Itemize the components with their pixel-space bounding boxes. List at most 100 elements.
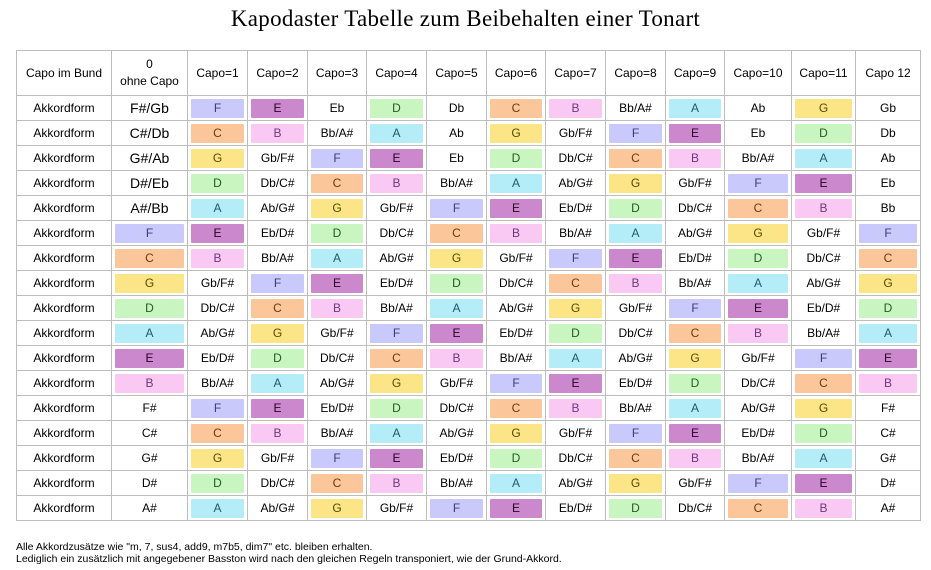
chord-label: G <box>795 399 852 418</box>
row-label: Akkordform <box>17 421 112 446</box>
table-cell: A <box>112 321 188 346</box>
table-cell: A <box>666 396 725 421</box>
chord-label: D <box>795 124 852 143</box>
chord-label: C# <box>112 424 187 443</box>
table-cell: Gb/F# <box>666 171 725 196</box>
table-cell: F <box>427 196 487 221</box>
table-cell: C <box>487 396 546 421</box>
row-label: Akkordform <box>17 221 112 246</box>
chord-label: A <box>669 399 721 418</box>
table-row: Akkordform E Eb/D# D Db/C# C B Bb/A# A Ab/G# G Gb/F… <box>17 346 921 371</box>
chord-label: B <box>370 174 423 193</box>
chord-label: C <box>859 249 917 268</box>
table-cell: Bb <box>856 196 921 221</box>
table-cell: A <box>546 346 606 371</box>
chord-label: D# <box>856 474 920 493</box>
chord-label: Db/C# <box>792 249 855 268</box>
chord-label: B <box>311 299 363 318</box>
chord-label: F <box>609 124 662 143</box>
table-cell: Ab/G# <box>792 271 856 296</box>
table-cell: F <box>666 296 725 321</box>
chord-label: Db/C# <box>606 324 665 343</box>
chord-label: A <box>490 174 542 193</box>
chord-label: D <box>191 474 244 493</box>
chord-label: C <box>728 499 788 518</box>
table-cell: Eb/D# <box>792 296 856 321</box>
table-cell: Db/C# <box>546 146 606 171</box>
chord-label: A <box>859 324 917 343</box>
chord-label: G <box>311 199 363 218</box>
table-cell: Gb/F# <box>666 471 725 496</box>
header-capo-4: Capo=4 <box>367 51 427 96</box>
chord-label: A <box>490 474 542 493</box>
chord-label: Ab/G# <box>546 174 605 193</box>
chord-label: F <box>669 299 721 318</box>
chord-label: F <box>191 99 244 118</box>
table-cell: Bb/A# <box>427 171 487 196</box>
table-cell: F <box>427 496 487 521</box>
table-cell: A <box>367 421 427 446</box>
table-cell: Ab/G# <box>666 221 725 246</box>
table-cell: Db <box>427 96 487 121</box>
table-cell: Eb/D# <box>725 421 792 446</box>
chord-label: Db <box>427 99 486 118</box>
table-cell: Bb/A# <box>725 446 792 471</box>
chord-label: Ab <box>725 99 791 118</box>
table-cell: Db/C# <box>606 321 666 346</box>
chord-label: A <box>669 99 721 118</box>
table-row: Akkordform F# F E Eb/D# D Db/C# C B Bb/A# A Ab/G# G F… <box>17 396 921 421</box>
table-cell: F# <box>112 396 188 421</box>
chord-label: G <box>370 374 423 393</box>
chord-label: B <box>549 99 602 118</box>
chord-label: Ab/G# <box>546 474 605 493</box>
chord-label: Ab/G# <box>725 399 791 418</box>
chord-label: Bb/A# <box>792 324 855 343</box>
table-cell: F <box>725 171 792 196</box>
chord-label: A# <box>856 499 920 518</box>
table-cell: G <box>487 421 546 446</box>
table-cell: G#/Ab <box>112 146 188 171</box>
table-cell: Ab/G# <box>188 321 248 346</box>
chord-label: F# <box>856 399 920 418</box>
table-cell: E <box>112 346 188 371</box>
row-label: Akkordform <box>17 446 112 471</box>
chord-label: F <box>115 224 184 243</box>
table-cell: D <box>188 171 248 196</box>
header-capo-9: Capo=9 <box>666 51 725 96</box>
table-cell: Eb/D# <box>427 446 487 471</box>
table-cell: Db/C# <box>248 471 308 496</box>
table-cell: F <box>606 421 666 446</box>
table-cell: Eb <box>308 96 367 121</box>
table-cell: E <box>367 146 427 171</box>
chord-label: Ab/G# <box>308 374 366 393</box>
chord-label: Gb/F# <box>248 449 307 468</box>
table-cell: B <box>666 146 725 171</box>
table-cell: E <box>248 396 308 421</box>
table-cell: Bb/A# <box>606 96 666 121</box>
table-cell: B <box>248 121 308 146</box>
chord-label: G <box>115 274 184 293</box>
header-row: Capo im Bund 0 ohne Capo Capo=1 Capo=2 Capo=… <box>17 51 921 96</box>
table-cell: Gb/F# <box>188 271 248 296</box>
chord-label: D <box>609 199 662 218</box>
table-cell: G <box>792 96 856 121</box>
table-cell: G <box>367 371 427 396</box>
chord-label: A <box>311 249 363 268</box>
chord-label: G# <box>112 449 187 468</box>
footer-line-1: Alle Akkordzusätze wie "m, 7, sus4, add9… <box>16 541 562 553</box>
table-cell: Ab/G# <box>367 246 427 271</box>
chord-label: B <box>669 449 721 468</box>
table-cell: F <box>367 321 427 346</box>
table-cell: Eb <box>427 146 487 171</box>
table-cell: G <box>188 446 248 471</box>
table-cell: Db/C# <box>487 271 546 296</box>
row-label: Akkordform <box>17 196 112 221</box>
footer-note: Alle Akkordzusätze wie "m, 7, sus4, add9… <box>16 541 562 565</box>
chord-label: A# <box>112 499 187 518</box>
table-cell: E <box>792 171 856 196</box>
table-cell: B <box>546 96 606 121</box>
table-cell: C# <box>112 421 188 446</box>
header-ohne-capo: 0 ohne Capo <box>112 51 188 96</box>
chord-label: E <box>490 499 542 518</box>
chord-label: A <box>191 199 244 218</box>
